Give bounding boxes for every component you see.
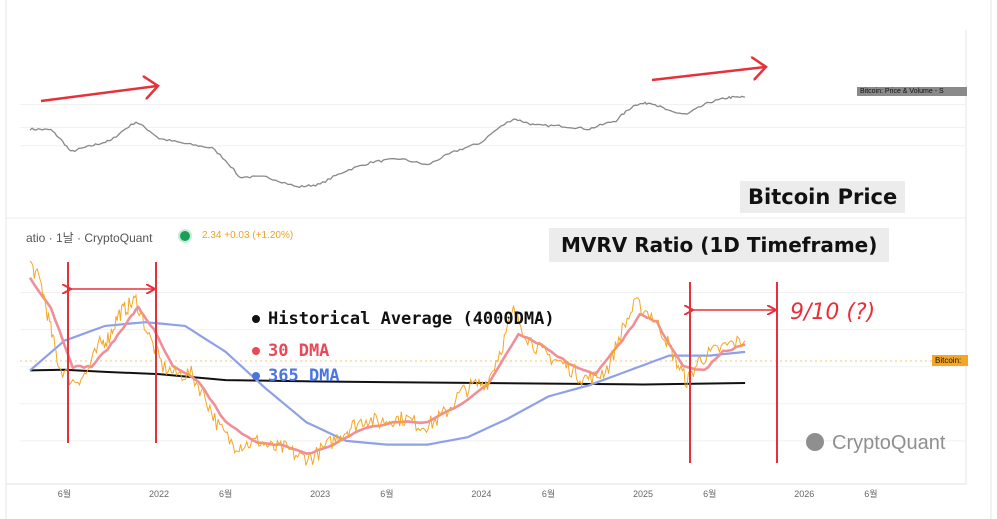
x-axis: 6월 2022 6월 2023 6월 2024 6월 2025 6월 2026 6월 [58,488,878,499]
x-tick-label: 6월 [703,488,716,499]
legend-30-label: 30 DMA [268,341,330,361]
x-tick-label: 6월 [219,488,232,499]
trend-arrow-right [651,67,765,82]
grid [5,0,992,519]
trend-arrow-left [40,86,157,103]
price-series-line [29,95,746,189]
cycle-annotation: 9/10 (?) [790,300,876,325]
legend-30-dma: 30 DMA [252,341,329,361]
legend-365-dma: 365 DMA [252,366,340,386]
indicator-name: atio · 1날 · CryptoQuant [26,231,153,245]
ratio-series-tag: Bitcoin: [932,355,968,366]
dma365-line [29,321,746,446]
legend-dot-icon [252,372,260,380]
x-tick-label: 6월 [542,488,555,499]
annotation-layer [40,67,778,463]
indicator-value: 2.34 +0.03 (+1.20%) [202,230,294,241]
legend-365-label: 365 DMA [268,366,340,386]
dma30-line [28,277,746,455]
x-tick-label: 2026 [794,489,814,499]
price-panel [29,95,746,189]
mvrv-panel [28,260,746,466]
watermark-text: CryptoQuant [832,432,946,454]
legend-historical-average: Historical Average (4000DMA) [252,309,555,329]
legend-dot-icon [252,315,260,323]
x-tick-label: 2023 [310,489,330,499]
legend-dot-icon [252,347,260,355]
legend-historical-label: Historical Average (4000DMA) [268,309,555,329]
historical-average-line [29,368,746,386]
cryptoquant-watermark: CryptoQuant [806,432,945,455]
mvrv-ratio-line [29,260,746,466]
x-tick-label: 6월 [58,488,71,499]
x-tick-label: 6월 [380,488,393,499]
mvrv-panel-title: MVRV Ratio (1D Timeframe) [549,228,890,262]
indicator-visibility-icon[interactable] [178,229,192,243]
x-tick-label: 6월 [864,488,877,499]
x-tick-label: 2025 [633,489,653,499]
cryptoquant-logo-icon [806,433,824,451]
price-panel-title: Bitcoin Price [740,181,906,213]
x-tick-label: 2024 [471,489,491,499]
price-series-tag: Bitcoin: Price & Volume - S [857,87,967,96]
x-tick-label: 2022 [149,489,169,499]
